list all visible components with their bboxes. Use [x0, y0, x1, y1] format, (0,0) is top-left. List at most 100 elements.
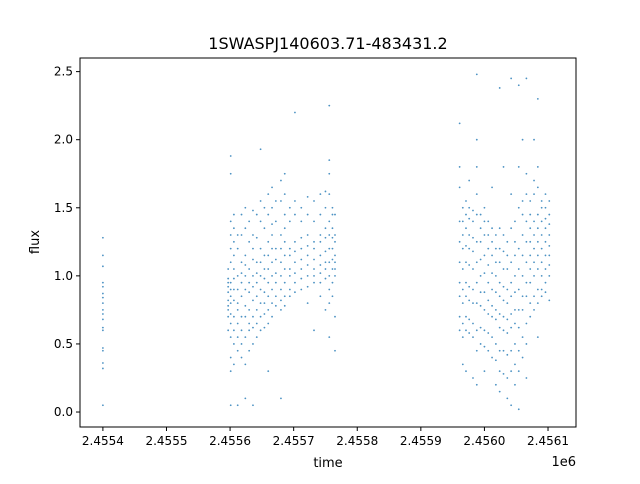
data-point	[328, 104, 331, 107]
data-point	[283, 172, 286, 175]
data-point	[465, 200, 467, 202]
data-point	[510, 227, 513, 230]
data-point	[472, 322, 474, 325]
data-point	[498, 247, 501, 250]
data-point	[491, 315, 493, 318]
data-point	[313, 268, 315, 270]
data-point	[227, 304, 230, 307]
data-point	[475, 281, 478, 284]
data-point	[267, 322, 270, 325]
data-point	[514, 343, 516, 345]
data-point	[240, 234, 243, 236]
data-point	[536, 240, 539, 243]
data-point	[536, 302, 539, 304]
data-point	[494, 274, 497, 277]
data-point	[475, 138, 478, 141]
data-point	[498, 295, 501, 298]
data-point	[101, 404, 104, 407]
data-point	[331, 236, 334, 239]
data-point	[494, 318, 497, 321]
data-point	[263, 313, 266, 315]
data-point	[468, 299, 471, 302]
data-point	[271, 261, 273, 264]
data-point	[274, 220, 277, 223]
data-point	[263, 206, 266, 209]
data-point	[306, 264, 309, 266]
data-point	[479, 343, 482, 345]
data-point	[101, 292, 104, 295]
x-tick-label: 2.4559	[400, 434, 442, 448]
data-point	[313, 220, 315, 223]
data-point	[548, 264, 551, 266]
data-point	[517, 166, 520, 168]
data-point	[324, 261, 327, 264]
data-point	[529, 227, 532, 230]
data-point	[461, 220, 464, 223]
data-point	[461, 288, 464, 291]
data-point	[510, 349, 513, 352]
data-point	[328, 274, 331, 277]
data-point	[487, 299, 490, 302]
data-point	[101, 349, 104, 352]
data-point	[229, 155, 232, 157]
data-point	[259, 200, 262, 202]
data-point	[236, 404, 239, 407]
data-point	[313, 281, 315, 284]
data-point	[244, 206, 247, 209]
data-point	[229, 302, 232, 304]
data-point	[472, 336, 474, 339]
data-point	[487, 247, 490, 250]
data-point	[487, 313, 490, 315]
data-point	[517, 349, 520, 352]
data-point	[506, 254, 509, 257]
data-point	[483, 309, 486, 311]
data-point	[232, 213, 235, 216]
data-point	[236, 302, 239, 304]
data-point	[255, 295, 258, 298]
data-point	[483, 220, 486, 223]
data-point	[313, 247, 315, 250]
data-point	[491, 304, 493, 307]
data-point	[294, 240, 296, 243]
data-point	[300, 268, 303, 270]
data-point	[510, 281, 513, 284]
data-point	[458, 240, 461, 243]
data-point	[494, 343, 497, 345]
data-point	[240, 272, 243, 275]
data-point	[540, 200, 543, 202]
data-point	[274, 272, 277, 275]
data-point	[465, 261, 467, 264]
data-point	[331, 247, 334, 250]
data-point	[529, 268, 532, 270]
data-point	[468, 332, 471, 334]
data-point	[101, 265, 104, 268]
data-point	[324, 190, 327, 193]
data-point	[244, 304, 247, 307]
data-point	[280, 299, 282, 302]
data-point	[533, 234, 535, 236]
data-point	[521, 254, 524, 257]
data-point	[521, 356, 524, 359]
data-point	[461, 268, 464, 270]
data-point	[502, 250, 505, 253]
data-point	[331, 295, 334, 298]
data-point	[280, 397, 282, 400]
data-point	[248, 281, 251, 284]
data-point	[533, 193, 535, 196]
data-point	[514, 383, 516, 386]
data-point	[227, 285, 230, 288]
data-point	[331, 258, 334, 261]
data-point	[240, 213, 243, 216]
data-point	[259, 288, 262, 291]
data-point	[475, 329, 478, 332]
data-point	[313, 329, 315, 332]
data-point	[229, 172, 232, 175]
data-point	[514, 240, 516, 243]
data-point	[525, 172, 528, 175]
data-point	[324, 250, 327, 253]
data-point	[244, 288, 247, 291]
data-point	[259, 302, 262, 304]
data-point	[525, 261, 528, 264]
data-point	[465, 370, 467, 373]
